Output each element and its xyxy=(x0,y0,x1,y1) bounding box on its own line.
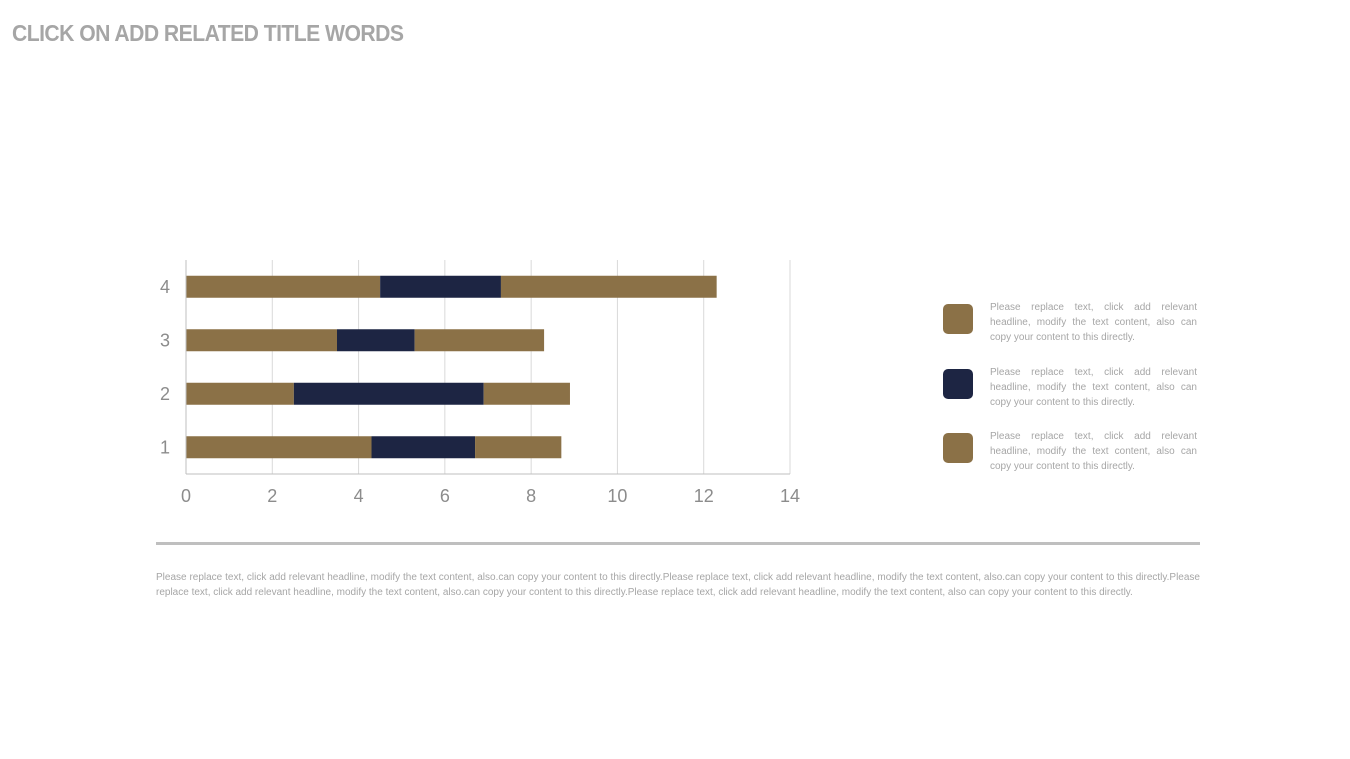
bar-segment xyxy=(475,436,562,459)
legend-item: Please replace text, click add relevant … xyxy=(943,300,1199,348)
bar-segment xyxy=(186,436,372,459)
x-tick-label: 12 xyxy=(694,486,714,506)
y-tick-label: 4 xyxy=(160,277,170,297)
y-tick-label: 1 xyxy=(160,437,170,457)
bar-segment xyxy=(483,382,570,405)
bar-segment xyxy=(500,275,717,298)
bar-segment xyxy=(293,382,484,405)
bar-layer xyxy=(186,275,717,459)
divider xyxy=(156,542,1200,545)
x-tick-label: 2 xyxy=(267,486,277,506)
legend-swatch xyxy=(943,369,973,399)
slide-title: CLICK ON ADD RELATED TITLE WORDS xyxy=(12,20,404,46)
x-tick-label: 10 xyxy=(607,486,627,506)
x-tick-label: 14 xyxy=(780,486,800,506)
legend-swatch xyxy=(943,304,973,334)
bar-segment xyxy=(186,329,337,352)
x-tick-label: 4 xyxy=(354,486,364,506)
x-tick-label: 6 xyxy=(440,486,450,506)
y-tick-label: 2 xyxy=(160,384,170,404)
y-tick-label: 3 xyxy=(160,330,170,350)
bar-segment xyxy=(186,275,381,298)
body-text: Please replace text, click add relevant … xyxy=(156,572,1200,598)
bar-segment xyxy=(337,329,415,352)
bar-segment xyxy=(414,329,545,352)
legend-text: Please replace text, click add relevant … xyxy=(990,367,1197,408)
legend-swatch xyxy=(943,433,973,463)
legend-item: Please replace text, click add relevant … xyxy=(943,365,1199,413)
bar-segment xyxy=(186,382,294,405)
legend-text: Please replace text, click add relevant … xyxy=(990,302,1197,343)
bar-segment xyxy=(371,436,476,459)
bar-segment xyxy=(380,275,501,298)
x-tick-label: 8 xyxy=(526,486,536,506)
legend-text: Please replace text, click add relevant … xyxy=(990,431,1197,472)
axis-layer xyxy=(185,260,790,475)
legend-item: Please replace text, click add relevant … xyxy=(943,429,1199,477)
x-tick-label: 0 xyxy=(181,486,191,506)
